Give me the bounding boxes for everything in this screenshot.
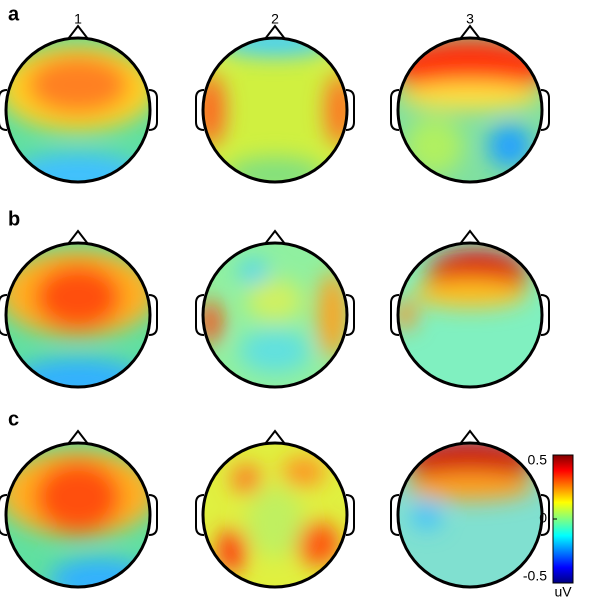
topomaps [0,24,550,589]
blobs [398,38,542,175]
blob [34,461,122,533]
head-outline [396,241,544,389]
column-label: 2 [271,11,279,27]
nose [264,429,286,445]
ear [390,294,400,336]
blob [34,264,122,330]
ear [0,89,8,131]
blob [217,529,247,573]
ear [390,89,400,131]
head-outline [201,241,349,389]
scalp-map [6,443,150,587]
ear [390,494,400,536]
blob [246,486,304,559]
head-outline [396,441,544,589]
nose [264,24,286,40]
colorbar-tick-label: 0 [539,510,547,526]
blob [13,153,143,182]
blob [325,74,347,146]
blob [239,329,311,373]
head [390,229,550,389]
scalp-map [398,243,542,387]
nose [459,229,481,245]
blobs [6,45,150,182]
blob [398,81,542,110]
ear [0,494,8,536]
nose [67,229,89,245]
blob [203,74,225,146]
head [195,229,355,389]
scalp-map [398,38,542,182]
blob [412,279,528,308]
scalp-map [203,38,347,182]
blob [296,522,340,566]
blob [246,279,304,323]
row-label: a [8,3,20,25]
blobs [6,450,150,587]
nose [67,24,89,40]
ear [195,494,205,536]
head [390,24,550,184]
blob [239,261,268,283]
ear [148,294,158,336]
head [0,429,158,589]
blob [398,38,542,96]
scalp-map [203,443,347,587]
ear [540,494,550,536]
blobs [398,250,528,330]
scalp-map [203,243,347,387]
head-outline [201,36,349,184]
head [0,24,158,184]
head [195,429,355,589]
ear [345,294,355,336]
head [195,24,355,184]
colorbar-tick-label: -0.5 [523,568,547,584]
blob [412,500,442,530]
colorbar-label: uV [554,584,572,599]
ear [148,89,158,131]
nose [459,429,481,445]
ear [345,89,355,131]
scalp-map [6,243,150,387]
column-label: 1 [74,11,82,27]
blob [217,38,333,56]
head-outline [4,241,152,389]
nose [264,229,286,245]
head-outline [396,36,544,184]
blob [282,457,326,487]
column-label: 3 [466,11,474,27]
blob [13,358,143,387]
scalp-map [6,38,150,182]
blob [231,464,261,494]
colorbar-tick-label: 0.5 [528,452,548,468]
blob [488,124,532,168]
head [0,229,158,389]
blobs [217,457,340,573]
ear [195,294,205,336]
blob [318,271,347,359]
ear [195,89,205,131]
ear [345,494,355,536]
row-label: c [8,408,19,430]
blobs [6,250,150,387]
ear [540,294,550,336]
head-outline [4,441,152,589]
blob [224,156,326,182]
blobs [203,261,347,373]
ear [540,89,550,131]
blob [405,117,463,175]
head-outline [4,36,152,184]
nose [67,429,89,445]
blob [27,56,129,114]
row-label: b [8,208,20,230]
blob [405,471,535,501]
head-outline [201,441,349,589]
nose [459,24,481,40]
head [390,429,550,589]
ear [148,494,158,536]
ear [0,294,8,336]
